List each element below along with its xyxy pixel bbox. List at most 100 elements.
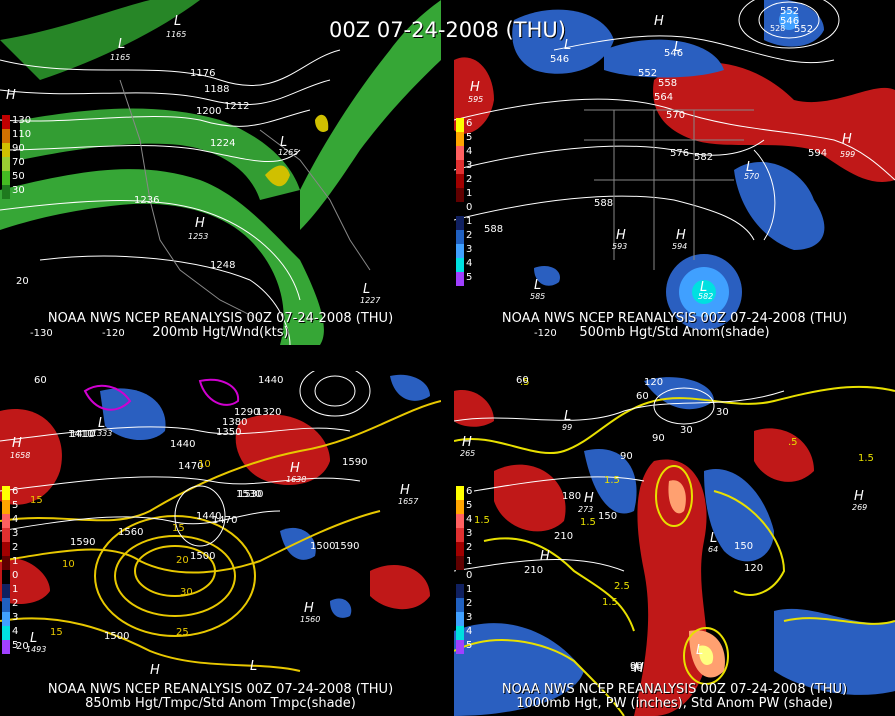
freezing-isotherm <box>198 378 240 406</box>
latitude-label: 60 <box>34 375 47 386</box>
contour-label: 1470 <box>212 515 238 526</box>
contour-label: 576 <box>670 148 690 159</box>
colorbar-swatch <box>2 598 10 612</box>
pw-contour <box>483 537 635 632</box>
pressure-center-value: 1638 <box>286 475 307 484</box>
contour-label: 150 <box>598 511 618 522</box>
pressure-low-label: L <box>118 37 126 52</box>
pressure-center-value: 1560 <box>300 615 321 624</box>
pw-label: 1.5 <box>604 475 620 486</box>
anomaly-shading-negative <box>280 527 316 560</box>
colorbar-label: 70 <box>12 157 25 168</box>
height-contour <box>0 426 351 442</box>
colorbar-swatch <box>2 556 10 570</box>
pressure-low-label: L <box>534 278 542 293</box>
pressure-low-label: L <box>710 531 718 546</box>
height-contour <box>0 476 361 492</box>
longitude-label: 20 <box>16 276 29 287</box>
colorbar-swatch <box>456 598 464 612</box>
map-1000mb <box>454 377 895 716</box>
colorbar-swatch <box>2 500 10 514</box>
contour-label: 1440 <box>170 439 196 450</box>
pw-maximum <box>668 480 686 514</box>
pressure-low-label: L <box>250 659 258 674</box>
colorbar-label: 5 <box>466 132 473 143</box>
anomaly-shading-negative <box>584 449 637 514</box>
pw-label: .5 <box>520 377 530 388</box>
jet-stream-shading <box>20 108 300 200</box>
contour-label: 30 <box>680 425 693 436</box>
temperature-contour <box>114 535 236 617</box>
colorbar-label: 5 <box>466 272 473 283</box>
pressure-high-label: H <box>634 661 644 676</box>
pressure-center-value: 99 <box>562 423 573 432</box>
colorbar-swatch <box>456 556 464 570</box>
contour-label: 60 <box>636 391 649 402</box>
pressure-low-label: L <box>746 160 754 175</box>
height-contour <box>758 1 820 39</box>
pressure-low-label: L <box>696 643 704 658</box>
temperature-label: 20 <box>176 555 189 566</box>
colorbar-swatch <box>456 146 464 160</box>
height-contour <box>0 49 341 86</box>
height-contour <box>653 387 715 425</box>
contour-label: 582 <box>694 152 714 163</box>
temperature-label: 10 <box>198 459 211 470</box>
anomaly-core <box>779 10 799 30</box>
colorbar-label: 2 <box>466 230 473 241</box>
pressure-high-label: H <box>854 489 864 504</box>
colorbar-label: 5 <box>12 500 19 511</box>
colorbar-swatch <box>456 230 464 244</box>
pressure-center-value: 1165 <box>166 30 187 39</box>
height-contour <box>39 255 291 345</box>
colorbar-label: 1 <box>12 556 19 567</box>
pressure-high-label: H <box>616 228 626 243</box>
jet-stream-shading <box>300 0 441 230</box>
panel-500mb-height-anomaly: 6 5 4 3 2 1 0 1 2 3 4 5 H 595 L 546 H L 528 H 599 L… <box>454 0 895 345</box>
contour-label: 150 <box>734 541 754 552</box>
panel-caption-source: NOAA NWS NCEP REANALYSIS 00Z 07-24-2008 … <box>501 682 848 697</box>
contour-label: 1410 <box>70 429 96 440</box>
pressure-low-label: L <box>280 135 288 150</box>
colorbar-label: 4 <box>466 514 473 525</box>
contour-label: 1200 <box>196 106 222 117</box>
colorbar-label: 4 <box>12 514 19 525</box>
temperature-label: 15 <box>50 627 63 638</box>
colorbar-label: 4 <box>466 258 473 269</box>
colorbar-swatch <box>2 486 10 500</box>
panel-caption-field: 850mb Hgt/Tmpc/Std Anom Tmpc(shade) <box>85 696 356 711</box>
colorbar-swatch <box>456 570 464 584</box>
colorbar-label: 5 <box>466 500 473 511</box>
latitude-label: 60 <box>516 375 529 386</box>
pressure-center-value: 528 <box>770 24 786 33</box>
temperature-label: 25 <box>176 627 189 638</box>
colorbar-swatch <box>456 486 464 500</box>
pressure-center-value: 1658 <box>10 451 31 460</box>
anomaly-shading-positive <box>653 62 895 183</box>
colorbar-label: 1 <box>466 556 473 567</box>
colorbar-swatch <box>2 185 10 199</box>
pressure-high-label: H <box>150 663 160 678</box>
colorbar-label: 2 <box>466 174 473 185</box>
contour-label: 1188 <box>204 84 230 95</box>
height-contour <box>454 98 895 181</box>
pw-contour <box>454 639 625 716</box>
anomaly-shading-positive <box>370 565 430 610</box>
colorbar-swatch <box>456 514 464 528</box>
main-title: 00Z 07-24-2008 (THU) <box>329 18 566 42</box>
pressure-high-label: H <box>540 549 550 564</box>
pressure-center-value: 1227 <box>360 296 381 305</box>
pw-contour <box>454 385 895 455</box>
colorbar-label: 4 <box>466 146 473 157</box>
pressure-center-value: 594 <box>672 242 688 251</box>
contour-label: 1440 <box>258 375 284 386</box>
pressure-low-label: L <box>564 38 572 53</box>
pw-contour <box>683 627 729 685</box>
pressure-center-value: 585 <box>530 292 546 301</box>
colorbar-swatch <box>2 584 10 598</box>
colorbar-label: 50 <box>12 171 25 182</box>
colorbar-swatch <box>456 244 464 258</box>
pressure-high-label: H <box>304 601 314 616</box>
colorbar-swatch <box>2 626 10 640</box>
contour-label: 1500 <box>190 551 216 562</box>
